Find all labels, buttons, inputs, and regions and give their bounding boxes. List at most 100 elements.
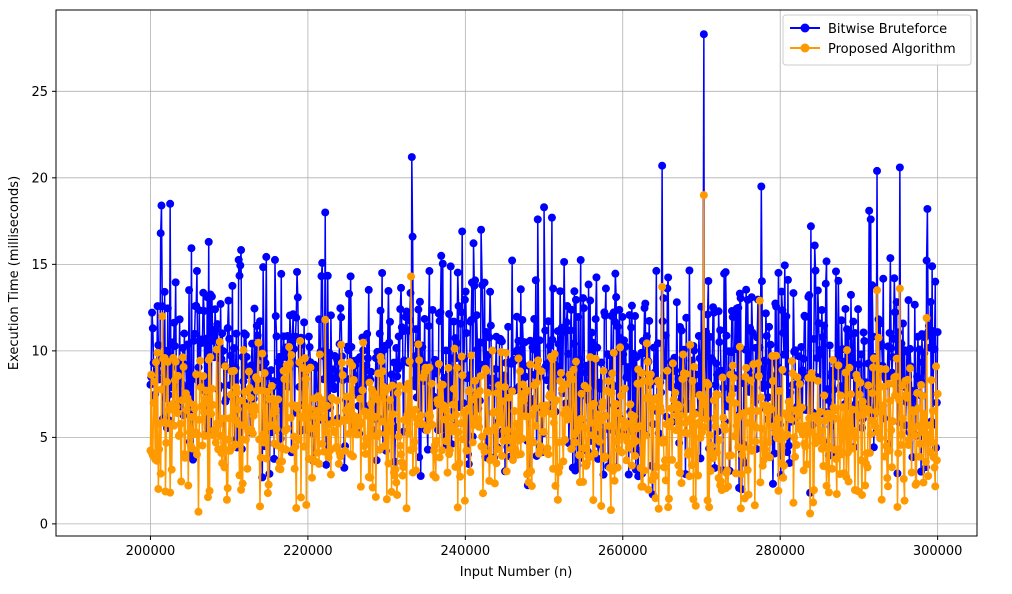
- data-point: [685, 266, 694, 275]
- data-point: [865, 206, 874, 215]
- data-point: [779, 328, 788, 337]
- data-point: [878, 407, 887, 416]
- data-point: [690, 410, 699, 419]
- data-point: [639, 376, 648, 385]
- data-point: [242, 352, 251, 361]
- data-point: [797, 342, 806, 351]
- data-point: [155, 445, 164, 454]
- data-point: [336, 304, 345, 313]
- data-point: [848, 405, 857, 414]
- data-point: [764, 393, 773, 402]
- data-point: [824, 488, 833, 497]
- data-point: [559, 457, 568, 466]
- data-point: [305, 343, 314, 352]
- data-point: [880, 452, 889, 461]
- data-point: [920, 409, 929, 418]
- data-point: [267, 366, 276, 375]
- data-point: [855, 390, 864, 399]
- data-point: [321, 315, 330, 324]
- data-point: [424, 322, 433, 330]
- data-point: [900, 496, 909, 505]
- data-point: [571, 357, 580, 366]
- data-point: [787, 357, 796, 366]
- data-point: [393, 490, 402, 499]
- data-point: [150, 377, 159, 386]
- data-point: [886, 396, 895, 405]
- data-point: [623, 371, 632, 380]
- data-point: [254, 338, 263, 347]
- data-point: [838, 430, 847, 439]
- data-point: [506, 436, 515, 445]
- data-point: [359, 338, 368, 347]
- data-point: [685, 472, 694, 481]
- data-point: [477, 225, 486, 234]
- data-point: [885, 446, 894, 455]
- data-point: [392, 344, 401, 353]
- data-point: [658, 282, 667, 291]
- data-point: [251, 406, 260, 415]
- data-point: [233, 388, 242, 397]
- data-point: [458, 227, 467, 236]
- data-point: [195, 415, 204, 424]
- data-point: [283, 424, 292, 433]
- data-point: [627, 323, 636, 332]
- data-point: [905, 435, 914, 444]
- data-point: [194, 363, 203, 372]
- data-point: [501, 348, 510, 357]
- data-point: [802, 421, 811, 430]
- data-point: [307, 473, 316, 482]
- data-point: [622, 456, 631, 465]
- data-point: [851, 433, 860, 442]
- data-point: [263, 387, 272, 396]
- data-point: [211, 438, 220, 447]
- data-point: [322, 460, 331, 469]
- data-point: [674, 461, 683, 470]
- data-point: [190, 329, 199, 338]
- data-point: [491, 365, 500, 374]
- data-point: [672, 298, 681, 307]
- data-point: [261, 359, 270, 368]
- data-point: [703, 310, 712, 319]
- data-point: [513, 345, 522, 354]
- data-point: [783, 430, 792, 439]
- data-point: [304, 332, 313, 341]
- data-point: [579, 294, 588, 303]
- data-point: [738, 450, 747, 459]
- data-point: [583, 384, 592, 393]
- data-point: [493, 445, 502, 454]
- data-point: [791, 346, 800, 355]
- data-point: [927, 376, 936, 385]
- data-point: [221, 362, 230, 371]
- data-point: [305, 404, 314, 413]
- data-point: [590, 399, 599, 408]
- data-point: [514, 354, 523, 363]
- y-tick-label: 5: [40, 431, 48, 446]
- data-point: [605, 422, 614, 430]
- data-point: [932, 362, 941, 371]
- data-point: [504, 322, 513, 331]
- data-point: [317, 272, 326, 281]
- data-point: [873, 286, 882, 295]
- data-point: [253, 375, 262, 384]
- data-point: [223, 484, 232, 493]
- data-point: [317, 395, 326, 404]
- data-point: [258, 349, 267, 358]
- data-point: [774, 486, 783, 495]
- data-point: [712, 359, 721, 368]
- data-point: [627, 301, 636, 310]
- data-point: [363, 354, 372, 363]
- data-point: [494, 381, 503, 390]
- data-point: [653, 339, 662, 348]
- data-point: [367, 399, 376, 408]
- data-point: [441, 346, 450, 355]
- data-point: [473, 345, 482, 354]
- data-point: [877, 342, 886, 351]
- data-point: [151, 358, 160, 367]
- data-point: [415, 356, 424, 365]
- data-point: [544, 450, 553, 459]
- data-point: [618, 312, 627, 321]
- data-point: [579, 444, 588, 453]
- data-point: [160, 287, 169, 296]
- data-point: [718, 373, 727, 382]
- data-point: [689, 495, 698, 504]
